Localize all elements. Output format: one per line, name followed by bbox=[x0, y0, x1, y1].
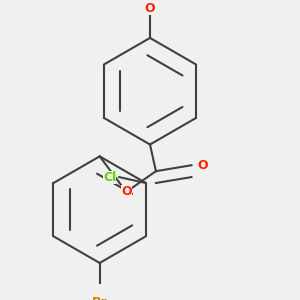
Text: CH₃: CH₃ bbox=[199, 0, 220, 2]
Text: O: O bbox=[121, 185, 132, 198]
Text: Br: Br bbox=[92, 296, 107, 300]
Text: Cl: Cl bbox=[103, 171, 116, 184]
Text: O: O bbox=[197, 159, 208, 172]
Text: O: O bbox=[145, 2, 155, 15]
